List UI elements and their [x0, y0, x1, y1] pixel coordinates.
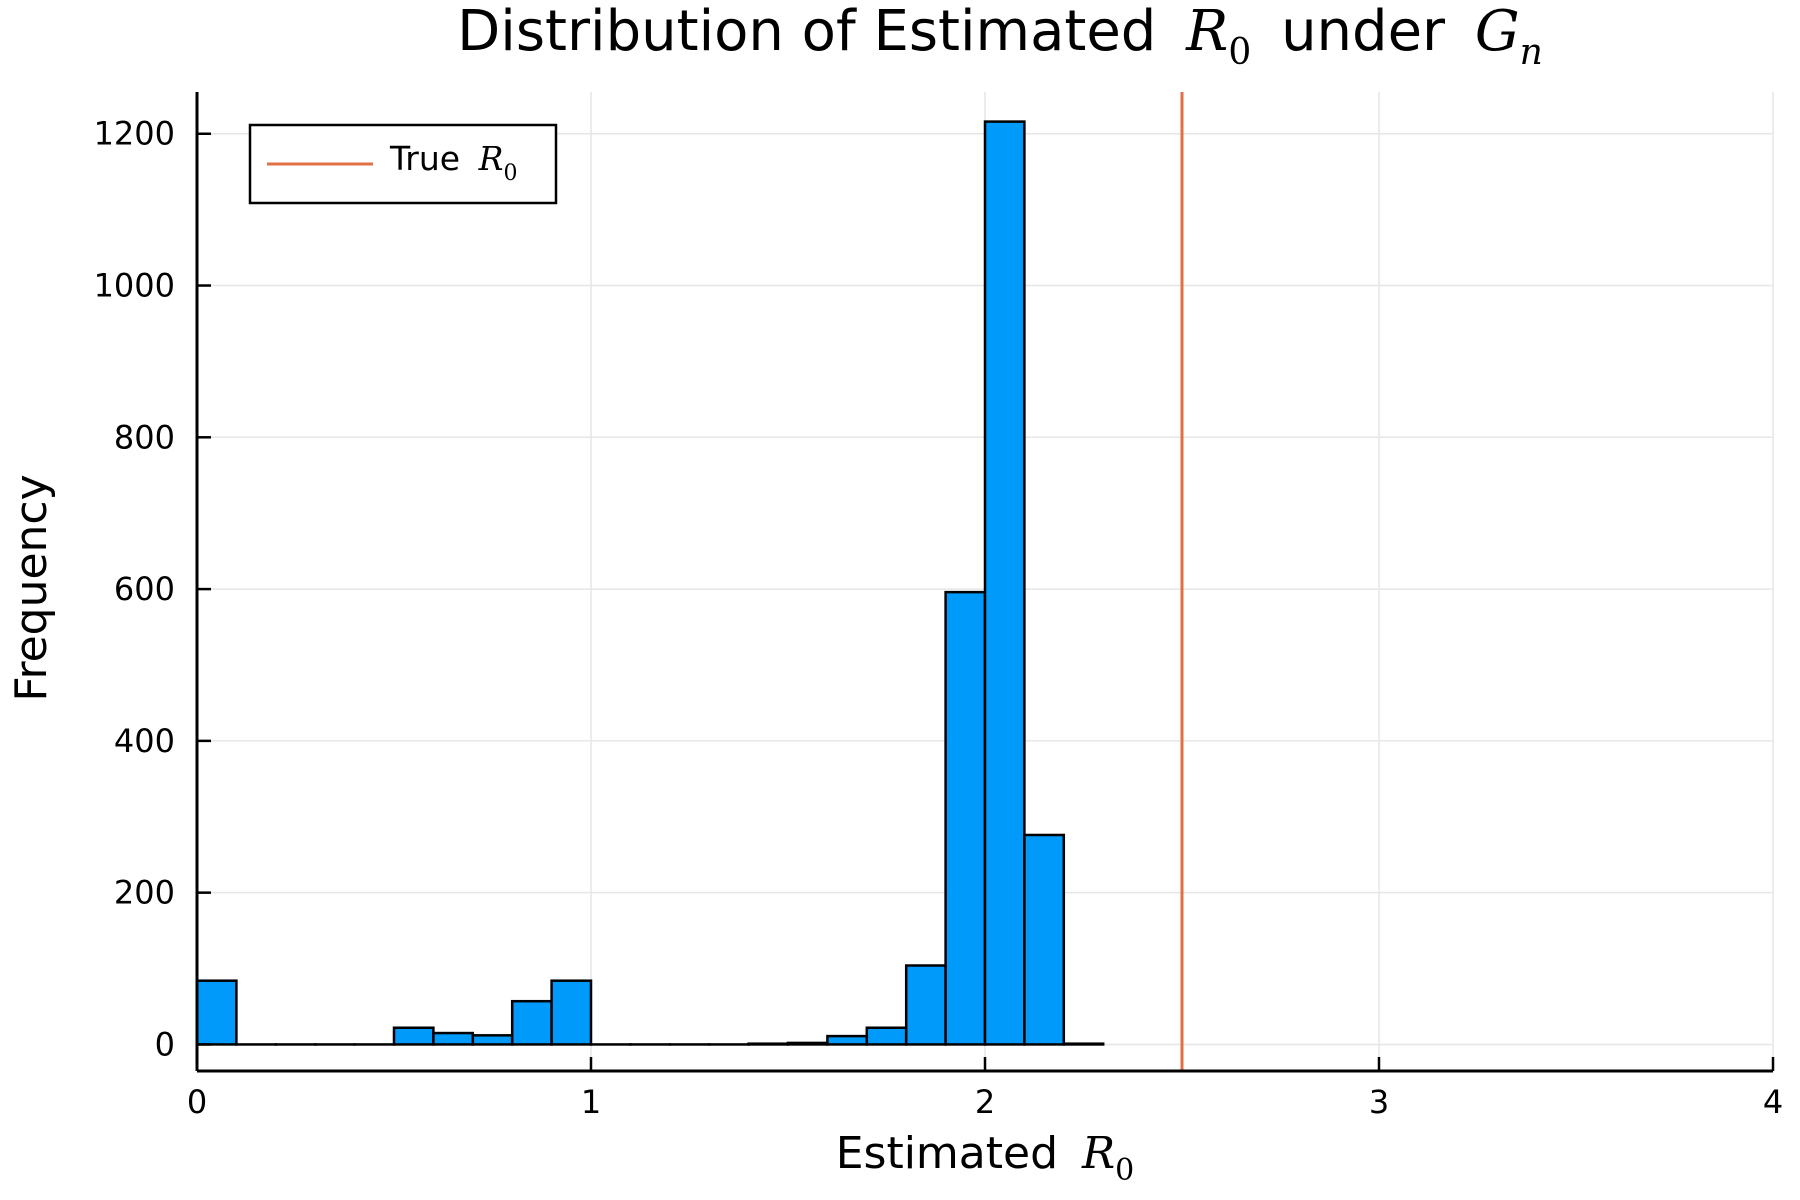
histogram-bar — [1062, 1042, 1105, 1046]
x-tick-label: 4 — [1763, 1083, 1783, 1121]
legend-label: True R0 — [389, 139, 517, 186]
legend: True R0 — [248, 123, 558, 205]
histogram-bar — [904, 964, 947, 1046]
chart-title: Distribution of Estimated R0 under Gn — [457, 0, 1543, 78]
x-tick-label: 3 — [1369, 1083, 1389, 1121]
y-tick-label: 600 — [114, 570, 175, 608]
y-tick-label: 200 — [114, 874, 175, 912]
histogram-bar — [392, 1026, 435, 1046]
histogram-bar — [747, 1042, 790, 1046]
y-tick-label: 1200 — [94, 115, 175, 153]
y-axis-label: Frequency — [6, 474, 57, 701]
y-tick-label: 400 — [114, 722, 175, 760]
histogram-bar — [195, 979, 238, 1046]
x-axis-label: Estimated R0 — [836, 1128, 1135, 1188]
tick-labels: 0 1 2 3 4 0 200 400 600 800 1000 1200 — [94, 115, 1784, 1121]
histogram-bar — [550, 979, 593, 1046]
y-tick-label: 800 — [114, 418, 175, 456]
histogram-bar — [471, 1034, 514, 1046]
histogram-bar — [826, 1034, 869, 1046]
x-tick-label: 2 — [975, 1083, 995, 1121]
histogram-bar — [1023, 833, 1066, 1046]
y-tick-label: 0 — [155, 1025, 175, 1063]
x-tick-label: 1 — [581, 1083, 601, 1121]
histogram-bar — [510, 999, 553, 1046]
histogram-bar — [944, 590, 987, 1046]
histogram-bar — [432, 1031, 475, 1046]
histogram-bar — [983, 120, 1026, 1046]
x-tick-label: 0 — [187, 1083, 207, 1121]
histogram-bar — [865, 1026, 908, 1046]
y-tick-label: 1000 — [94, 267, 175, 305]
histogram-bars — [195, 120, 1105, 1046]
histogram-bar — [786, 1041, 829, 1046]
